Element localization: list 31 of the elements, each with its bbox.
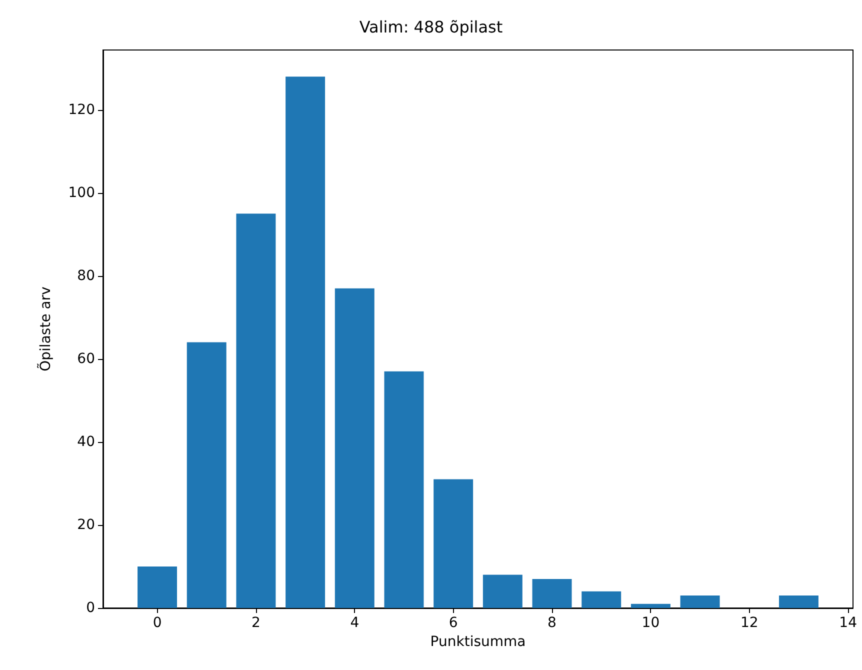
bar	[680, 596, 720, 608]
bar	[334, 288, 374, 608]
y-tick-label: 120	[68, 102, 95, 118]
y-axis-title: Õpilaste arv	[37, 286, 54, 372]
x-axis-title: Punktisumma	[430, 634, 526, 650]
bar	[286, 76, 326, 608]
x-tick-label: 10	[642, 615, 660, 631]
bar	[236, 214, 276, 608]
y-tick-label: 0	[86, 600, 95, 616]
x-tick-label: 6	[448, 615, 458, 631]
y-tick-label: 80	[77, 268, 95, 284]
bar	[532, 578, 572, 608]
x-tick-label: 0	[152, 615, 162, 631]
y-tick-label: 100	[68, 184, 95, 201]
x-tick-label: 12	[740, 615, 758, 631]
bar	[186, 342, 226, 608]
bar	[482, 574, 522, 608]
bar	[630, 604, 670, 608]
x-tick-label: 8	[548, 615, 556, 631]
bar	[582, 591, 622, 608]
y-tick-label: 40	[77, 434, 95, 450]
bar	[138, 566, 178, 608]
y-tick-label: 20	[77, 516, 95, 533]
bar	[434, 479, 474, 608]
chart-title: Valim: 488 õpilast	[359, 18, 503, 36]
bar	[384, 371, 424, 608]
x-tick-label: 14	[839, 615, 858, 631]
bar	[778, 596, 818, 608]
x-tick-label: 2	[252, 615, 260, 631]
x-tick-label: 4	[350, 615, 360, 631]
y-tick-label: 60	[77, 350, 95, 367]
